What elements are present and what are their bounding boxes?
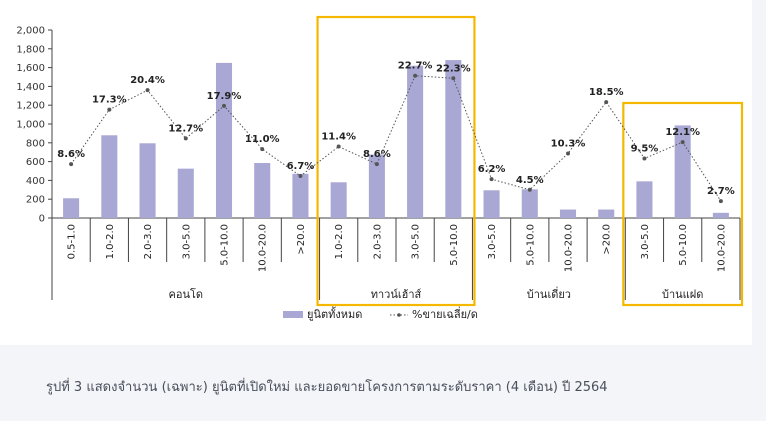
- bar-14: [559, 209, 577, 218]
- pct-point-14: [566, 151, 570, 156]
- bar-3: [139, 143, 156, 218]
- x-category-label: 1.0-2.0: [105, 224, 116, 259]
- legend-line-marker: [397, 313, 401, 317]
- legend-bar-label: ยูนิตทั้งหมด: [307, 306, 362, 321]
- pct-sales-line: [70, 75, 722, 202]
- bar-4: [177, 168, 194, 218]
- y-tick-label: 200: [26, 195, 45, 206]
- pct-point-6: [260, 147, 265, 152]
- pct-data-label: 12.1%: [665, 127, 700, 138]
- legend-line-label: %ขายเฉลี่ย/ด: [412, 306, 478, 321]
- x-category-label: 2.0-3.0: [372, 224, 383, 259]
- y-tick-label: 0: [39, 214, 45, 225]
- x-category-label: 10.0-20.0: [564, 224, 575, 272]
- bar-7: [292, 173, 309, 218]
- legend-bar-swatch: [283, 311, 303, 318]
- bar-13: [521, 189, 538, 218]
- pct-point-13: [527, 187, 532, 192]
- bar-15: [598, 209, 615, 218]
- pct-data-label: 11.4%: [321, 132, 356, 143]
- y-tick-label: 600: [26, 157, 45, 168]
- bar-16: [636, 181, 653, 218]
- pct-point-12: [489, 177, 494, 182]
- pct-point-4: [183, 136, 188, 141]
- y-tick-label: 2,000: [16, 26, 45, 37]
- group-label: ทาวน์เฮ้าส์: [371, 288, 422, 301]
- y-tick-label: 400: [26, 176, 45, 187]
- x-category-label: 2.0-3.0: [143, 224, 154, 259]
- bar-8: [330, 182, 347, 218]
- bar-6: [254, 163, 271, 218]
- pct-point-1: [69, 162, 74, 167]
- x-category-label: 10.0-20.0: [258, 224, 269, 272]
- pct-point-9: [374, 162, 379, 167]
- highlight-box: [316, 15, 476, 307]
- bar-10: [407, 65, 424, 218]
- pct-data-label: 18.5%: [589, 87, 624, 98]
- pct-data-label: 6.7%: [287, 161, 315, 172]
- bar-17: [674, 125, 691, 218]
- x-category-label: 3.0-5.0: [640, 224, 651, 259]
- y-tick-label: 1,400: [16, 82, 45, 93]
- pct-point-11: [451, 76, 456, 81]
- group-label: บ้านเดี่ยว: [527, 286, 571, 301]
- pct-data-label: 10.3%: [551, 138, 586, 149]
- x-category-label: 3.0-5.0: [181, 224, 192, 259]
- bar-1: [63, 198, 80, 218]
- pct-data-label: 2.7%: [707, 186, 735, 197]
- bar-18: [712, 212, 729, 218]
- bar-9: [368, 154, 385, 218]
- y-tick-label: 1,800: [16, 44, 45, 55]
- x-category-label: 3.0-5.0: [487, 224, 498, 259]
- pct-data-label: 8.6%: [363, 149, 391, 160]
- pct-data-label: 22.3%: [436, 63, 471, 74]
- x-category-label: 10.0-20.0: [716, 224, 727, 272]
- highlight-box: [622, 101, 744, 307]
- x-category-label: 5.0-10.0: [449, 224, 460, 266]
- x-category-label: 3.0-5.0: [411, 224, 422, 259]
- y-tick-label: 1,000: [16, 120, 45, 131]
- group-label: บ้านแฝด: [662, 288, 703, 301]
- bar-2: [101, 135, 118, 218]
- bar-12: [483, 190, 500, 218]
- pct-point-17: [680, 140, 685, 145]
- pct-point-3: [145, 88, 150, 93]
- group-label: คอนโด: [169, 287, 204, 301]
- bar-line-chart: 0 200 400 600 800 1,000 1,200 1,400 1,600 1,800 2,…: [16, 15, 744, 321]
- pct-point-5: [222, 103, 226, 108]
- pct-data-label: 22.7%: [398, 61, 433, 72]
- figure-caption: รูปที่ 3 แสดงจำนวน (เฉพาะ) ยูนิตที่เปิดใ…: [46, 380, 608, 395]
- pct-point-7: [298, 174, 303, 179]
- pct-data-label: 17.9%: [207, 91, 242, 102]
- pct-point-16: [642, 156, 647, 161]
- pct-data-label: 17.3%: [92, 95, 127, 106]
- pct-point-8: [336, 144, 341, 149]
- x-category-label: 0.5-1.0: [67, 224, 78, 259]
- x-category-label: 5.0-10.0: [220, 224, 231, 266]
- pct-point-2: [107, 107, 112, 112]
- pct-data-label: 8.6%: [57, 149, 85, 160]
- bar-5: [215, 62, 233, 219]
- x-category-label: 1.0-2.0: [334, 224, 345, 259]
- pct-data-label: 11.0%: [245, 134, 280, 145]
- pct-data-label: 20.4%: [130, 75, 165, 86]
- pct-data-label: 4.5%: [516, 175, 544, 186]
- x-category-label: 5.0-10.0: [678, 224, 689, 266]
- bar-11: [445, 60, 462, 218]
- x-category-label: >20.0: [602, 224, 613, 255]
- pct-data-label: 12.7%: [168, 123, 203, 134]
- y-tick-label: 800: [26, 138, 45, 149]
- pct-point-18: [718, 199, 723, 204]
- chart-panel: 0 200 400 600 800 1,000 1,200 1,400 1,600 1,800 2,…: [0, 0, 752, 345]
- pct-data-label: 9.5%: [631, 143, 659, 154]
- x-category-label: 5.0-10.0: [525, 224, 536, 266]
- y-tick-label: 1,200: [16, 101, 45, 112]
- pct-point-15: [604, 100, 609, 105]
- y-tick-label: 1,600: [16, 63, 45, 74]
- pct-data-label: 6.2%: [478, 164, 506, 175]
- x-category-label: >20.0: [296, 224, 307, 255]
- pct-point-10: [413, 73, 418, 78]
